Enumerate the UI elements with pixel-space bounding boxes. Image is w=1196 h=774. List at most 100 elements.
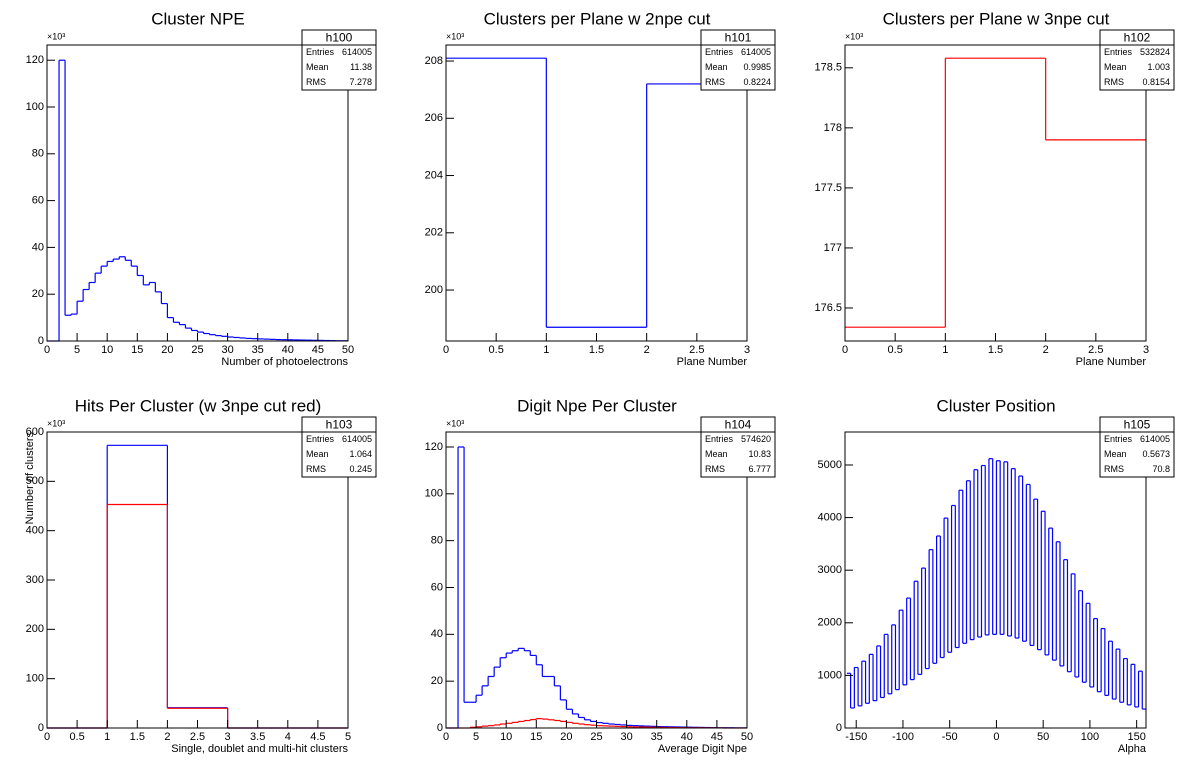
y-tick-label: 1000	[818, 669, 842, 681]
y-tick-label: 200	[425, 284, 443, 296]
x-tick-label: 3	[1143, 344, 1149, 356]
stats-value: 1.064	[349, 449, 372, 459]
x-tick-label: 50	[342, 344, 354, 356]
y-multiplier: ×10³	[47, 31, 65, 41]
y-tick-label: 4000	[818, 511, 842, 523]
stats-label: RMS	[1104, 464, 1124, 474]
stats-value: 7.278	[349, 77, 372, 87]
x-tick-label: 45	[312, 344, 324, 356]
x-tick-label: 0	[993, 731, 999, 743]
stats-name: h102	[1124, 31, 1151, 45]
stats-value: 0.8154	[1142, 77, 1170, 87]
x-axis-title: Single, doublet and multi-hit clusters	[171, 743, 348, 755]
y-tick-label: 80	[32, 148, 44, 160]
y-tick-label: 300	[26, 574, 44, 586]
stats-label: Mean	[705, 62, 728, 72]
stats-value: 532824	[1140, 47, 1170, 57]
stats-value: 0.8224	[743, 77, 771, 87]
stats-label: RMS	[306, 77, 326, 87]
x-axis-title: Number of photoelectrons	[221, 356, 348, 368]
x-tick-label: 30	[620, 731, 632, 743]
stats-label: RMS	[306, 464, 326, 474]
x-tick-label: 2.5	[190, 731, 205, 743]
x-tick-label: 5	[74, 344, 80, 356]
stats-value: 0.245	[349, 464, 372, 474]
stats-value: 0.9985	[743, 62, 771, 72]
stats-label: Mean	[306, 62, 329, 72]
x-tick-label: -150	[845, 731, 867, 743]
y-tick-label: 178.5	[814, 62, 842, 74]
y-tick-label: 0	[836, 722, 842, 734]
x-tick-label: 40	[282, 344, 294, 356]
y-tick-label: 178	[824, 122, 842, 134]
stats-name: h104	[725, 418, 752, 432]
stats-value: 574620	[741, 434, 771, 444]
x-tick-label: 15	[131, 344, 143, 356]
stats-label: Mean	[705, 449, 728, 459]
x-tick-label: 20	[560, 731, 572, 743]
x-tick-label: 20	[161, 344, 173, 356]
x-tick-label: 2.5	[689, 344, 704, 356]
stats-label: RMS	[1104, 77, 1124, 87]
x-tick-label: 0	[44, 731, 50, 743]
x-tick-label: 2	[1043, 344, 1049, 356]
stats-box	[700, 416, 776, 478]
y-tick-label: 100	[26, 101, 44, 113]
x-tick-label: 0	[44, 344, 50, 356]
stats-value: 614005	[741, 47, 771, 57]
y-tick-label: 206	[425, 112, 443, 124]
stats-name: h105	[1124, 418, 1151, 432]
x-tick-label: 0	[443, 344, 449, 356]
y-tick-label: 177	[824, 242, 842, 254]
x-tick-label: 3	[744, 344, 750, 356]
stats-label: RMS	[705, 464, 725, 474]
y-tick-label: 2000	[818, 617, 842, 629]
x-tick-label: 0.5	[888, 344, 903, 356]
stats-name: h101	[725, 31, 752, 45]
x-tick-label: 10	[500, 731, 512, 743]
stats-value: 0.5673	[1142, 449, 1170, 459]
histogram-panel: Digit Npe Per Cluster 0 5 10 15 20 25 30 35 40 45 5…	[425, 396, 776, 755]
x-tick-label: 35	[651, 731, 663, 743]
stats-label: Mean	[306, 449, 329, 459]
stats-label: Entries	[1104, 47, 1133, 57]
y-multiplier: ×10³	[446, 418, 464, 428]
y-tick-label: 60	[32, 195, 44, 207]
stats-label: Entries	[306, 434, 335, 444]
x-tick-label: 0	[842, 344, 848, 356]
x-tick-label: 3	[225, 731, 231, 743]
x-tick-label: 1	[543, 344, 549, 356]
stats-box	[301, 416, 377, 478]
x-tick-label: 15	[530, 731, 542, 743]
x-axis-title: Plane Number	[677, 356, 748, 368]
x-tick-label: 40	[681, 731, 693, 743]
x-tick-label: 45	[711, 731, 723, 743]
y-tick-label: 40	[431, 628, 443, 640]
stats-name: h100	[326, 31, 353, 45]
x-tick-label: 2.5	[1088, 344, 1103, 356]
stats-label: Mean	[1104, 449, 1127, 459]
y-tick-label: 400	[26, 525, 44, 537]
x-tick-label: 1	[942, 344, 948, 356]
y-tick-label: 100	[425, 488, 443, 500]
y-tick-label: 0	[38, 335, 44, 347]
y-tick-label: 500	[26, 475, 44, 487]
x-tick-label: 25	[191, 344, 203, 356]
y-multiplier: ×10³	[446, 31, 464, 41]
y-multiplier: ×10³	[47, 418, 65, 428]
y-multiplier: ×10³	[845, 31, 863, 41]
x-tick-label: 1	[104, 731, 110, 743]
stats-label: Entries	[705, 434, 734, 444]
stats-box	[301, 29, 377, 91]
x-tick-label: 100	[1081, 731, 1099, 743]
x-tick-label: 10	[101, 344, 113, 356]
x-tick-label: -100	[892, 731, 914, 743]
x-tick-label: 2	[164, 731, 170, 743]
y-tick-label: 20	[431, 675, 443, 687]
stats-value: 11.38	[350, 62, 372, 72]
y-tick-label: 120	[26, 54, 44, 66]
x-tick-label: 0	[443, 731, 449, 743]
x-tick-label: 4	[285, 731, 291, 743]
stats-value: 70.8	[1152, 464, 1170, 474]
x-tick-label: 0.5	[69, 731, 84, 743]
